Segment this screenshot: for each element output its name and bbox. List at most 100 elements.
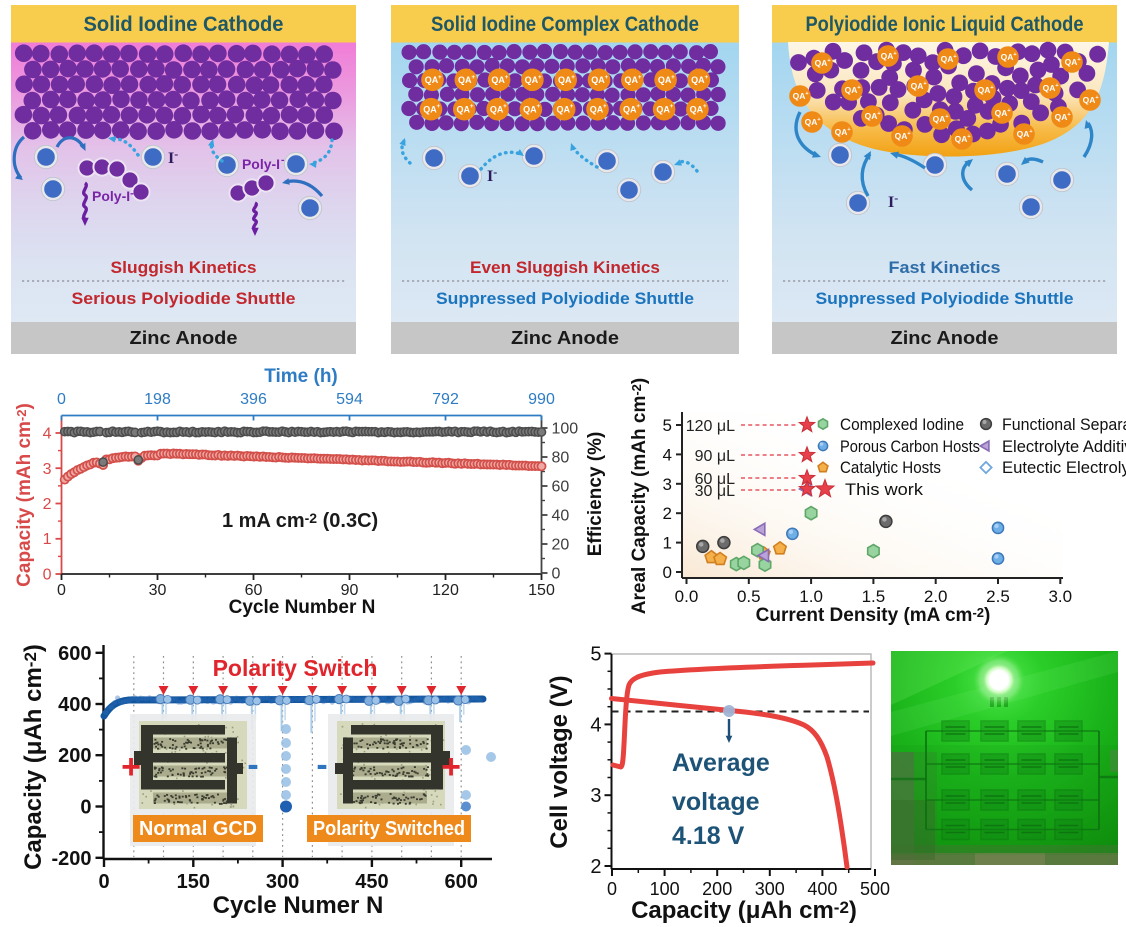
svg-text:+: + — [671, 74, 675, 81]
svg-text:+: + — [121, 748, 141, 786]
svg-text:+: + — [817, 117, 821, 123]
svg-text:QA: QA — [556, 104, 570, 114]
svg-text:QA: QA — [491, 75, 505, 85]
svg-text:450: 450 — [355, 871, 388, 893]
svg-text:QA: QA — [845, 85, 858, 95]
svg-text:Zinc Anode: Zinc Anode — [511, 328, 619, 348]
svg-text:Catalytic Hosts: Catalytic Hosts — [840, 458, 941, 477]
svg-text:QA: QA — [558, 75, 572, 85]
svg-text:I-: I- — [888, 191, 898, 211]
svg-text:400: 400 — [58, 694, 91, 716]
svg-text:QA: QA — [1055, 112, 1068, 122]
svg-text:QA: QA — [1001, 52, 1014, 62]
svg-text:60: 60 — [245, 582, 263, 599]
svg-text:Current Density (mA cm-2): Current Density (mA cm-2) — [756, 605, 991, 626]
svg-text:+: + — [571, 74, 575, 81]
svg-text:QA: QA — [590, 104, 604, 114]
svg-text:QA: QA — [895, 131, 908, 141]
svg-text:QA: QA — [881, 51, 894, 61]
svg-text:-: - — [281, 154, 285, 166]
svg-text:Areal Capacity (mAh cm-2): Areal Capacity (mAh cm-2) — [629, 378, 650, 614]
svg-text:QA: QA — [591, 75, 605, 85]
svg-text:Capacity (μAh cm-2): Capacity (μAh cm-2) — [20, 644, 47, 870]
svg-text:+: + — [441, 748, 461, 786]
svg-text:-: - — [247, 746, 258, 784]
svg-text:+: + — [827, 58, 831, 64]
svg-text:20: 20 — [552, 537, 570, 554]
svg-text:QA: QA — [941, 54, 954, 64]
svg-text:Solid Iodine Complex Cathode: Solid Iodine Complex Cathode — [431, 13, 699, 36]
svg-text:Poly-I: Poly-I — [242, 157, 280, 172]
svg-text:+: + — [1055, 83, 1059, 89]
svg-text:Polarity Switched: Polarity Switched — [313, 818, 465, 840]
svg-text:QA: QA — [423, 104, 437, 114]
svg-text:+: + — [470, 103, 474, 110]
svg-text:Cycle Number N: Cycle Number N — [229, 597, 376, 618]
svg-text:QA: QA — [1017, 129, 1030, 139]
svg-text:120 μL: 120 μL — [686, 418, 735, 435]
svg-text:100: 100 — [650, 879, 680, 899]
svg-text:QA: QA — [457, 104, 471, 114]
svg-text:QA: QA — [623, 104, 637, 114]
svg-text:1.0: 1.0 — [799, 587, 823, 606]
svg-text:500: 500 — [860, 879, 890, 899]
svg-text:+: + — [505, 74, 509, 81]
svg-text:Poly-I-: Poly-I- — [92, 188, 134, 205]
svg-text:300: 300 — [266, 871, 299, 893]
svg-text:0: 0 — [57, 582, 66, 599]
svg-text:+: + — [857, 85, 861, 91]
svg-text:This work: This work — [845, 480, 924, 499]
svg-text:40: 40 — [552, 508, 570, 525]
svg-text:QA: QA — [490, 104, 504, 114]
svg-text:Electrolyte Additives: Electrolyte Additives — [1002, 437, 1126, 456]
svg-text:QA: QA — [1043, 83, 1056, 93]
svg-text:Porous Carbon Hosts: Porous Carbon Hosts — [840, 437, 980, 456]
svg-text:QA: QA — [793, 91, 806, 101]
svg-text:60: 60 — [552, 479, 570, 496]
svg-text:+: + — [704, 74, 708, 81]
svg-text:2: 2 — [43, 496, 52, 513]
svg-text:0: 0 — [43, 567, 52, 584]
svg-text:I-: I- — [168, 147, 178, 167]
svg-text:Serious Polyiodide Shuttle: Serious Polyiodide Shuttle — [72, 289, 296, 308]
svg-text:+: + — [893, 51, 897, 57]
svg-text:+: + — [437, 103, 441, 110]
svg-text:Time (h): Time (h) — [264, 366, 338, 387]
svg-text:Suppressed Polyiodide Shuttle: Suppressed Polyiodide Shuttle — [436, 289, 694, 308]
svg-text:600: 600 — [58, 643, 91, 665]
svg-text:Cycle Numer N: Cycle Numer N — [213, 892, 384, 919]
svg-text:Polyiodide Ionic Liquid Cathod: Polyiodide Ionic Liquid Cathode — [806, 13, 1084, 36]
svg-text:Functional Separators: Functional Separators — [1002, 415, 1126, 434]
svg-text:+: + — [945, 114, 949, 120]
svg-text:2: 2 — [663, 504, 672, 523]
svg-text:3: 3 — [43, 461, 52, 478]
svg-text:QA: QA — [805, 117, 818, 127]
svg-text:80: 80 — [552, 450, 570, 467]
svg-text:QA: QA — [625, 75, 639, 85]
svg-text:+: + — [670, 103, 674, 110]
svg-text:0: 0 — [80, 797, 91, 819]
svg-text:+: + — [570, 103, 574, 110]
svg-text:+: + — [636, 103, 640, 110]
svg-text:0.5: 0.5 — [737, 587, 761, 606]
svg-text:30: 30 — [149, 582, 167, 599]
svg-text:+: + — [967, 134, 971, 140]
svg-text:5: 5 — [590, 644, 601, 666]
svg-text:30 μL: 30 μL — [695, 483, 735, 500]
svg-text:+: + — [503, 103, 507, 110]
svg-text:1: 1 — [43, 531, 52, 548]
svg-text:QA: QA — [658, 75, 672, 85]
svg-text:Polarity Switch: Polarity Switch — [213, 655, 378, 681]
svg-text:Efficiency (%): Efficiency (%) — [585, 432, 606, 557]
svg-text:+: + — [605, 74, 609, 81]
svg-text:+: + — [1067, 112, 1071, 118]
svg-text:QA: QA — [978, 85, 991, 95]
svg-text:+: + — [877, 111, 881, 117]
svg-text:+: + — [953, 54, 957, 60]
svg-text:+: + — [1029, 129, 1033, 135]
svg-text:QA: QA — [933, 114, 946, 124]
svg-text:Solid Iodine Cathode: Solid Iodine Cathode — [84, 13, 284, 36]
svg-text:200: 200 — [702, 879, 732, 899]
svg-text:+: + — [471, 74, 475, 81]
svg-text:4: 4 — [43, 426, 52, 443]
